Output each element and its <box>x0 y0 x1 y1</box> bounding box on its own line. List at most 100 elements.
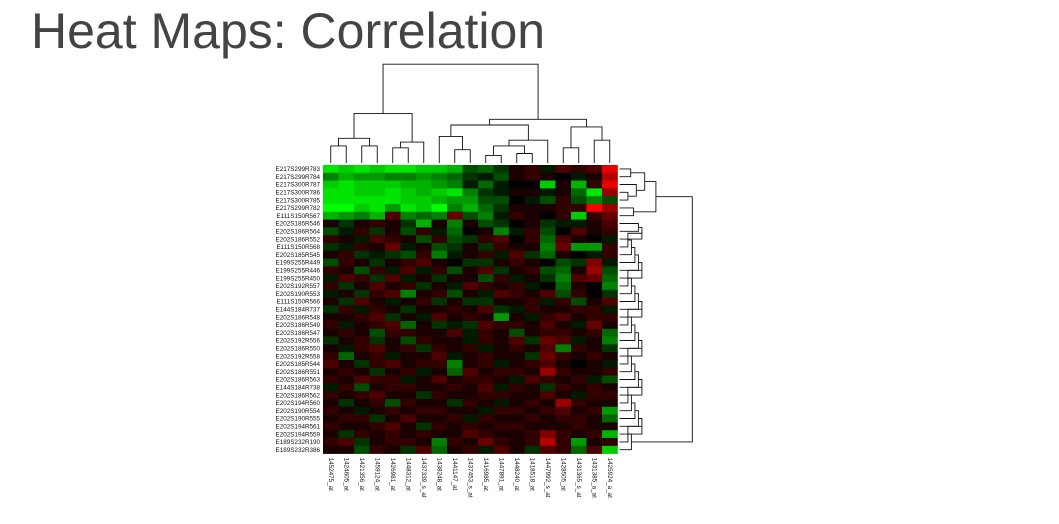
heatmap-cell <box>586 336 603 345</box>
heatmap-cell <box>385 445 401 454</box>
heatmap-cell <box>602 352 618 361</box>
dendrogram-branch <box>619 363 636 380</box>
dendrogram-branch <box>619 402 636 419</box>
heatmap-cell <box>571 367 587 376</box>
heatmap-cell <box>509 211 525 220</box>
heatmap-cell <box>524 204 541 213</box>
heatmap-cell <box>586 352 603 361</box>
heatmap-cell <box>524 172 541 181</box>
heatmap-cell <box>431 305 448 314</box>
heatmap-cell <box>493 445 510 454</box>
heatmap-cell <box>416 422 432 431</box>
heatmap-cell <box>540 422 556 431</box>
heatmap-cell <box>400 399 417 408</box>
heatmap-cell <box>555 391 572 400</box>
heatmap-cell <box>571 227 587 236</box>
heatmap-cell <box>493 235 510 244</box>
heatmap-cell <box>571 204 587 213</box>
heatmap-cell <box>385 367 401 376</box>
heatmap-cell <box>509 352 525 361</box>
heatmap-cell <box>447 406 463 415</box>
heatmap-cell <box>540 243 556 252</box>
column-label: 1426981_at <box>389 458 396 492</box>
heatmap-cell <box>478 313 494 322</box>
heatmap-cell <box>540 204 556 213</box>
heatmap-cell <box>555 414 572 423</box>
heatmap-cell <box>586 180 603 189</box>
heatmap-cell <box>354 282 370 291</box>
heatmap-cell <box>385 165 401 174</box>
heatmap-cell <box>338 360 355 369</box>
heatmap-cell <box>524 180 541 189</box>
heatmap-cell <box>400 211 417 220</box>
heatmap-cell <box>555 383 572 392</box>
heatmap-cell <box>400 336 417 345</box>
heatmap-cell <box>555 250 572 259</box>
heatmap-cell <box>555 445 572 454</box>
heatmap-cell <box>338 445 355 454</box>
heatmap-cell <box>462 235 479 244</box>
heatmap-cell <box>369 414 386 423</box>
heatmap-cell <box>400 172 417 181</box>
heatmap-cell <box>540 274 556 283</box>
heatmap-cell <box>369 289 386 298</box>
heatmap-cell <box>602 313 618 322</box>
heatmap-cell <box>509 266 525 275</box>
dendrogram-branch <box>619 418 643 435</box>
heatmap-cell <box>369 391 386 400</box>
heatmap-cell <box>462 250 479 259</box>
heatmap-cell <box>416 297 432 306</box>
heatmap-cell <box>478 438 494 447</box>
heatmap-cell <box>400 445 417 454</box>
heatmap-cell <box>493 391 510 400</box>
heatmap-cell <box>369 172 386 181</box>
heatmap-cell <box>555 227 572 236</box>
heatmap-cell <box>555 305 572 314</box>
heatmap-cell <box>369 313 386 322</box>
heatmap-cell <box>400 180 417 189</box>
column-label: 1452475_at <box>327 458 334 492</box>
heatmap-cell <box>369 196 386 205</box>
heatmap-cell <box>524 289 541 298</box>
row-label: E202S186R549 <box>276 322 321 329</box>
heatmap-cell <box>431 188 448 197</box>
heatmap-cell <box>338 336 355 345</box>
dendrogram-branch <box>438 135 463 163</box>
heatmap-cell <box>385 266 401 275</box>
heatmap-cell <box>478 344 494 353</box>
heatmap-cell <box>586 243 603 252</box>
heatmap-cell <box>586 406 603 415</box>
heatmap-cell <box>602 180 618 189</box>
heatmap-cell <box>354 375 370 384</box>
dendrogram-branch <box>508 139 549 163</box>
heatmap-cell <box>462 406 479 415</box>
heatmap-cell <box>524 250 541 259</box>
heatmap-cell <box>524 367 541 376</box>
heatmap-cell <box>338 289 355 298</box>
heatmap-cell <box>509 196 525 205</box>
heatmap-cell <box>338 235 355 244</box>
heatmap-cell <box>478 352 494 361</box>
heatmap-cell <box>431 289 448 298</box>
heatmap-cell <box>354 406 370 415</box>
heatmap-cell <box>400 438 417 447</box>
heatmap-cell <box>478 383 494 392</box>
heatmap-cell <box>571 282 587 291</box>
heatmap-cell <box>385 399 401 408</box>
heatmap-cell <box>571 172 587 181</box>
heatmap-cell <box>431 258 448 267</box>
heatmap-cell <box>555 438 572 447</box>
heatmap-cell <box>369 383 386 392</box>
heatmap-cell <box>431 219 448 228</box>
heatmap-cell <box>431 313 448 322</box>
heatmap-cell <box>447 422 463 431</box>
dendrogram-branch <box>619 239 632 256</box>
heatmap-cell <box>540 321 556 330</box>
heatmap-cell <box>447 336 463 345</box>
heatmap-cell <box>493 383 510 392</box>
heatmap-cell <box>509 204 525 213</box>
heatmap-cell <box>385 352 401 361</box>
heatmap-cell <box>416 360 432 369</box>
heatmap-cell <box>354 313 370 322</box>
heatmap-cell <box>416 188 432 197</box>
